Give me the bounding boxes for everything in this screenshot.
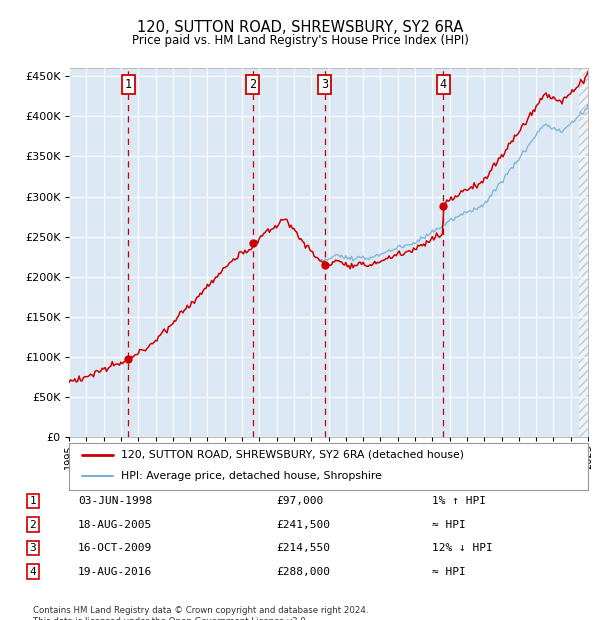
Text: 3: 3: [321, 78, 328, 91]
Text: 3: 3: [29, 543, 37, 553]
Bar: [580, 68, 588, 437]
Text: 120, SUTTON ROAD, SHREWSBURY, SY2 6RA (detached house): 120, SUTTON ROAD, SHREWSBURY, SY2 6RA (d…: [121, 450, 464, 460]
Text: 18-AUG-2005: 18-AUG-2005: [78, 520, 152, 529]
Text: £241,500: £241,500: [276, 520, 330, 529]
Text: 120, SUTTON ROAD, SHREWSBURY, SY2 6RA: 120, SUTTON ROAD, SHREWSBURY, SY2 6RA: [137, 20, 463, 35]
Text: ≈ HPI: ≈ HPI: [432, 567, 466, 577]
Text: 2: 2: [29, 520, 37, 529]
Text: ≈ HPI: ≈ HPI: [432, 520, 466, 529]
Bar: [580, 68, 588, 437]
Text: Price paid vs. HM Land Registry's House Price Index (HPI): Price paid vs. HM Land Registry's House …: [131, 34, 469, 47]
Text: 1: 1: [29, 496, 37, 506]
Text: 1: 1: [125, 78, 132, 91]
Text: 1% ↑ HPI: 1% ↑ HPI: [432, 496, 486, 506]
Text: £288,000: £288,000: [276, 567, 330, 577]
Text: £97,000: £97,000: [276, 496, 323, 506]
Text: Contains HM Land Registry data © Crown copyright and database right 2024.
This d: Contains HM Land Registry data © Crown c…: [33, 606, 368, 620]
Text: 4: 4: [29, 567, 37, 577]
Text: 03-JUN-1998: 03-JUN-1998: [78, 496, 152, 506]
Text: 2: 2: [249, 78, 256, 91]
Text: 12% ↓ HPI: 12% ↓ HPI: [432, 543, 493, 553]
Text: HPI: Average price, detached house, Shropshire: HPI: Average price, detached house, Shro…: [121, 471, 382, 481]
Text: £214,550: £214,550: [276, 543, 330, 553]
Text: 4: 4: [439, 78, 446, 91]
Text: 16-OCT-2009: 16-OCT-2009: [78, 543, 152, 553]
Text: 19-AUG-2016: 19-AUG-2016: [78, 567, 152, 577]
